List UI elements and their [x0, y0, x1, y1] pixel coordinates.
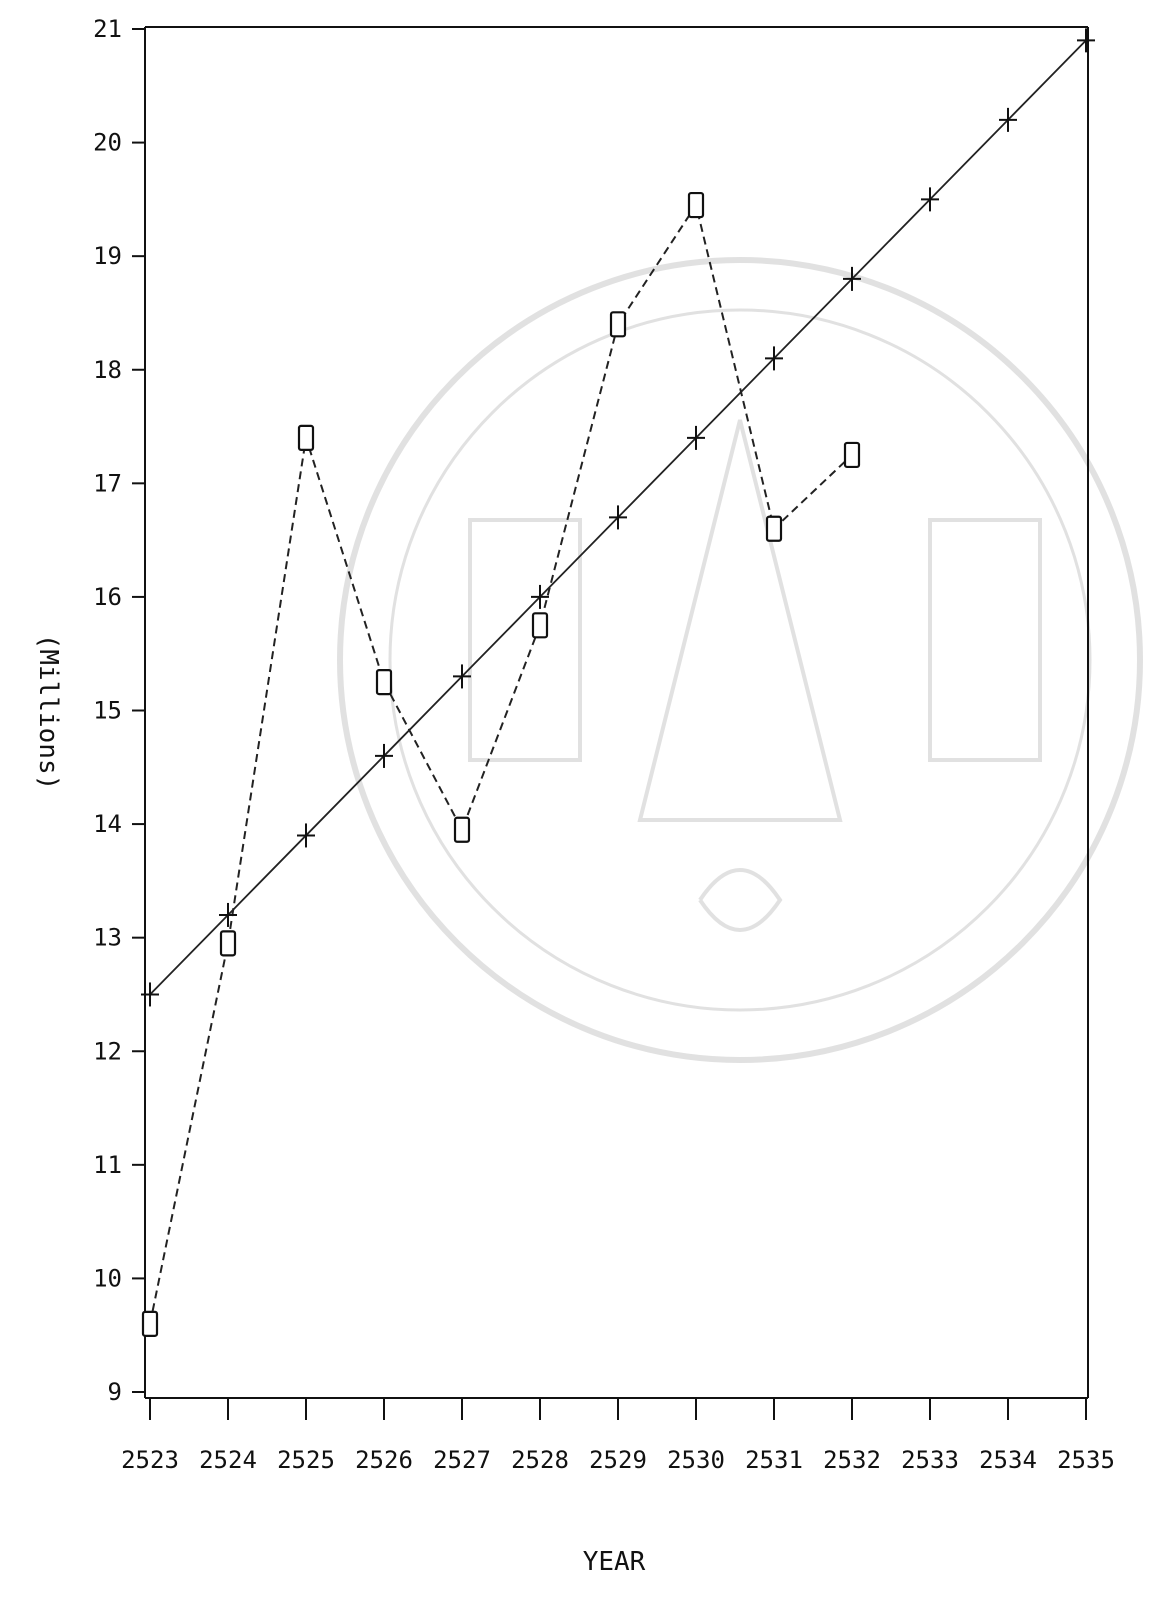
y-ticks: 9 10 11 12 13 14 15 16 17 18 19 20 21 [93, 15, 145, 1406]
series-layer [141, 28, 1095, 1337]
series-2-point [609, 505, 627, 530]
y-tick-label: 12 [93, 1037, 122, 1065]
series-1-point [765, 515, 783, 542]
y-tick-label: 15 [93, 697, 122, 725]
series-2-point [765, 346, 783, 371]
x-tick-label: 2533 [901, 1446, 959, 1474]
x-tick-label: 2529 [589, 1446, 647, 1474]
x-axis-title: YEAR [583, 1547, 646, 1577]
series-2-point [375, 743, 393, 768]
series-2-point [531, 584, 549, 609]
y-tick-label: 20 [93, 129, 122, 157]
series-2-point [297, 823, 315, 848]
x-tick-label: 2523 [121, 1446, 179, 1474]
y-axis-title: (Millions) [33, 634, 63, 791]
series-2-point [921, 187, 939, 212]
x-tick-label: 2526 [355, 1446, 413, 1474]
series-1-point [687, 191, 705, 219]
series-2-point [843, 266, 861, 291]
y-tick-label: 11 [93, 1151, 122, 1179]
series-1-point [843, 441, 861, 469]
y-tick-label: 18 [93, 356, 122, 384]
x-tick-label: 2527 [433, 1446, 491, 1474]
series-2-point [687, 425, 705, 450]
x-tick-label: 2532 [823, 1446, 881, 1474]
x-tick-label: 2528 [511, 1446, 569, 1474]
y-tick-label: 21 [93, 15, 122, 43]
series-2-point [453, 664, 471, 689]
series-2-point [141, 982, 159, 1007]
series-1-point [453, 816, 471, 843]
series-1-point [141, 1310, 159, 1337]
y-tick-label: 14 [93, 810, 122, 838]
series-1-point [609, 311, 627, 338]
y-tick-label: 9 [108, 1378, 122, 1406]
series-2-point [219, 902, 237, 927]
y-tick-label: 19 [93, 242, 122, 270]
y-tick-label: 17 [93, 469, 122, 497]
x-tick-label: 2530 [667, 1446, 725, 1474]
series-2-point [1077, 28, 1095, 53]
x-tick-label: 2524 [199, 1446, 257, 1474]
x-ticks: 2523 2524 2525 2526 2527 2528 2529 2530 2531 2532… [121, 1398, 1115, 1474]
y-tick-label: 16 [93, 583, 122, 611]
series-2-point [999, 107, 1017, 132]
x-tick-label: 2534 [979, 1446, 1037, 1474]
axes [144, 26, 1089, 1399]
series-1-line [149, 202, 853, 1325]
y-tick-label: 13 [93, 924, 122, 952]
x-tick-label: 2531 [745, 1446, 803, 1474]
series-1-point [375, 669, 393, 696]
y-tick-label: 10 [93, 1264, 122, 1292]
series-1-point [297, 424, 315, 451]
series-1-point [531, 612, 549, 639]
x-tick-label: 2535 [1057, 1446, 1115, 1474]
series-1-point [219, 930, 237, 957]
x-tick-label: 2525 [277, 1446, 335, 1474]
watermark-seal [337, 257, 1143, 1063]
